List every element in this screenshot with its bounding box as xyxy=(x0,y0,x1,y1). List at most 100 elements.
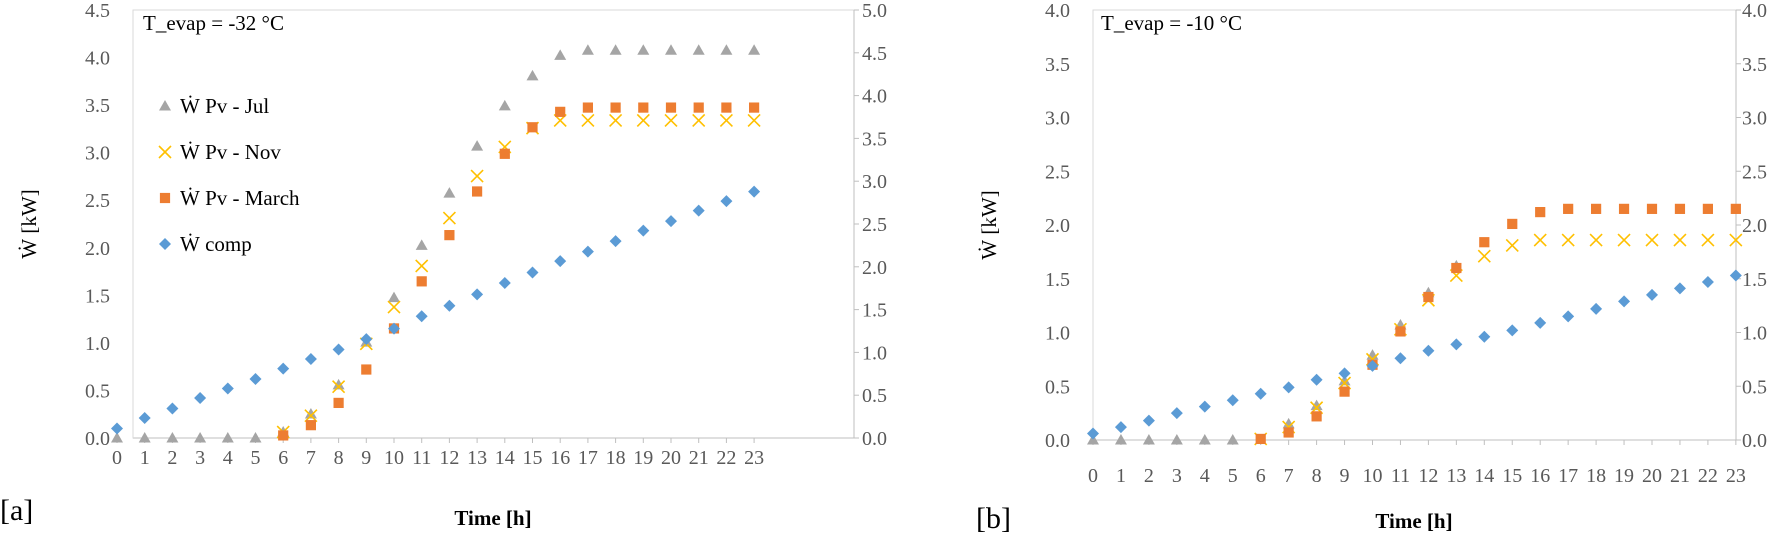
y-tick-left-label: 2.5 xyxy=(85,190,110,212)
data-point-diamond xyxy=(1366,359,1379,372)
y-tick-left-label: 4.5 xyxy=(85,0,110,22)
x-tick-label: 5 xyxy=(1228,465,1238,487)
data-point-diamond xyxy=(1422,344,1435,357)
x-tick-label: 18 xyxy=(606,447,626,469)
data-point-diamond xyxy=(415,310,428,323)
data-point-triangle xyxy=(1170,434,1183,445)
data-point-square xyxy=(610,102,621,113)
series-marks-b xyxy=(1087,203,1743,446)
x-ticks-a: 0 1 2 3 4 5 6 7 8 9 10 11 12 13 14 15 16 17 18 19 20 21 22 23 xyxy=(112,438,764,469)
data-point-triangle xyxy=(1114,434,1127,445)
legend-label: Ẇ Pv - March xyxy=(180,186,300,210)
x-tick-label: 2 xyxy=(1144,465,1154,487)
data-point-triangle xyxy=(748,44,761,55)
data-point-diamond xyxy=(304,353,317,366)
data-point-triangle xyxy=(554,49,567,60)
y-ticks-right-a: 0.0 0.5 1.0 1.5 2.0 2.5 3.0 3.5 4.0 4.5 5.0 xyxy=(854,0,887,450)
x-tick-label: 20 xyxy=(661,447,681,469)
data-point-diamond xyxy=(748,185,761,198)
data-point-diamond xyxy=(194,392,207,405)
legend-marker-x xyxy=(158,145,172,159)
data-point-triangle xyxy=(111,432,123,443)
data-point-diamond xyxy=(1087,427,1099,440)
data-point-diamond xyxy=(1142,414,1155,427)
data-point-x xyxy=(747,113,761,127)
data-point-square xyxy=(638,102,649,113)
data-point-triangle xyxy=(443,187,456,198)
data-point-square xyxy=(1535,207,1546,218)
data-point-diamond xyxy=(443,299,456,312)
x-tick-label: 22 xyxy=(1698,465,1718,487)
data-point-diamond xyxy=(692,204,705,217)
data-point-square xyxy=(1563,203,1574,214)
x-tick-label: 14 xyxy=(1474,465,1494,487)
data-point-x xyxy=(1477,249,1491,263)
y-tick-left-label: 0.5 xyxy=(1045,376,1070,398)
x-tick-label: 15 xyxy=(1502,465,1522,487)
data-point-diamond xyxy=(249,373,262,386)
y-tick-right-label: 3.0 xyxy=(862,171,887,193)
data-point-x xyxy=(304,409,318,423)
chart-panel-b: 0.0 0.5 1.0 1.5 2.0 2.5 3.0 3.5 4.0 0.0 0.5 1.0 1.5… xyxy=(976,0,1767,535)
data-point-square xyxy=(1255,433,1266,445)
y-tick-right-label: 0.0 xyxy=(1742,430,1767,452)
series-marks-a xyxy=(111,44,761,443)
x-tick-label: 9 xyxy=(1340,465,1350,487)
data-point-x xyxy=(1673,233,1687,247)
x-tick-label: 3 xyxy=(1172,465,1182,487)
data-point-x xyxy=(470,169,484,183)
data-point-triangle xyxy=(498,99,511,111)
data-point-x xyxy=(664,113,678,127)
data-point-square xyxy=(1311,411,1322,422)
data-point-triangle xyxy=(692,44,705,55)
data-point-diamond xyxy=(332,343,345,356)
x-tick-label: 13 xyxy=(467,447,487,469)
data-point-diamond xyxy=(581,245,594,258)
x-axis-label-b: Time [h] xyxy=(1375,509,1452,533)
data-point-triangle xyxy=(388,291,400,303)
data-point-triangle xyxy=(249,432,262,443)
data-point-triangle xyxy=(166,432,179,443)
x-tick-label: 11 xyxy=(1391,465,1410,487)
data-point-diamond xyxy=(1254,387,1267,400)
plot-area-b xyxy=(1092,9,1737,441)
legend-label: Ẇ Pv - Jul xyxy=(180,94,269,118)
data-point-diamond xyxy=(609,235,622,248)
y-tick-left-label: 2.0 xyxy=(85,238,110,260)
data-point-x xyxy=(1729,233,1743,247)
y-tick-left-label: 0.0 xyxy=(85,428,110,450)
data-point-triangle xyxy=(415,239,428,250)
data-point-x xyxy=(1561,233,1575,247)
series-triangle xyxy=(1087,259,1463,445)
data-point-square xyxy=(499,148,510,159)
data-point-diamond xyxy=(1310,373,1323,386)
y-tick-left-label: 2.5 xyxy=(1045,161,1070,183)
x-tick-label: 6 xyxy=(278,447,288,469)
data-point-x xyxy=(1701,233,1715,247)
x-tick-label: 0 xyxy=(1088,465,1098,487)
y-tick-left-label: 1.0 xyxy=(85,333,110,355)
y-tick-right-label: 1.0 xyxy=(1742,323,1767,345)
data-point-square xyxy=(444,230,455,241)
x-tick-label: 21 xyxy=(689,447,709,469)
data-point-square xyxy=(555,106,566,117)
data-point-diamond xyxy=(1701,275,1714,288)
data-point-diamond xyxy=(637,224,650,237)
data-point-triangle xyxy=(609,44,622,55)
data-point-triangle xyxy=(1226,434,1239,445)
data-point-diamond xyxy=(1338,367,1351,380)
x-tick-label: 19 xyxy=(1614,465,1634,487)
annotation-a: T_evap = -32 °C xyxy=(143,11,284,35)
data-point-square xyxy=(749,102,760,113)
data-point-square xyxy=(1730,203,1741,214)
x-tick-label: 16 xyxy=(550,447,570,469)
y-ticks-right-b: 0.0 0.5 1.0 1.5 2.0 2.5 3.0 3.5 4.0 xyxy=(1736,0,1767,452)
data-point-diamond xyxy=(1450,338,1463,351)
x-tick-label: 2 xyxy=(167,447,177,469)
data-point-diamond xyxy=(111,422,123,435)
data-point-x xyxy=(636,113,650,127)
y-tick-left-label: 3.0 xyxy=(1045,108,1070,130)
data-point-x xyxy=(415,259,429,273)
data-point-x xyxy=(332,380,346,394)
data-point-triangle xyxy=(221,432,234,443)
